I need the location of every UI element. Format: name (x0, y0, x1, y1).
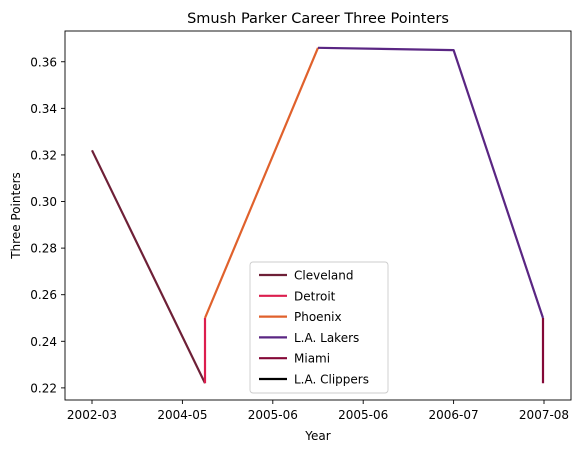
y-tick-label: 0.24 (30, 335, 57, 349)
series-lines (91, 46, 545, 384)
y-tick-label: 0.26 (30, 288, 57, 302)
y-tick-label: 0.22 (30, 381, 57, 395)
x-axis: 2002-03 2004-05 2005-06 2005-06 2006-07 2007-… (67, 400, 569, 422)
y-tick-label: 0.30 (30, 195, 57, 209)
y-tick-label: 0.34 (30, 102, 57, 116)
legend: Cleveland Detroit Phoenix L.A. Lakers Miami L… (249, 261, 389, 394)
y-axis-label: Three Pointers (9, 172, 23, 260)
y-tick-label: 0.36 (30, 55, 57, 69)
x-tick-label: 2002-03 (67, 408, 117, 422)
x-tick-label: 2007-08 (519, 408, 569, 422)
plot-area (64, 30, 572, 401)
y-axis: 0.22 0.24 0.26 0.28 0.30 0.32 0.34 0.36 (30, 55, 65, 395)
x-tick-label: 2005-06 (248, 408, 298, 422)
x-axis-label: Year (304, 429, 330, 443)
series-line-phoenix (203, 47, 320, 319)
y-tick-label: 0.32 (30, 148, 57, 162)
legend-label: Detroit (294, 289, 336, 303)
legend-label: Cleveland (294, 269, 354, 283)
x-tick-label: 2006-07 (429, 408, 479, 422)
chart-title: Smush Parker Career Three Pointers (187, 11, 449, 27)
legend-label: Miami (294, 352, 330, 366)
y-tick-label: 0.28 (30, 242, 57, 256)
series-line-cleveland (91, 149, 206, 384)
x-tick-label: 2004-05 (157, 408, 207, 422)
series-line-l-a-lakers (317, 46, 545, 319)
legend-label: Phoenix (294, 310, 342, 324)
x-tick-label: 2005-06 (338, 408, 388, 422)
legend-label: L.A. Clippers (294, 373, 369, 387)
legend-label: L.A. Lakers (294, 331, 359, 345)
